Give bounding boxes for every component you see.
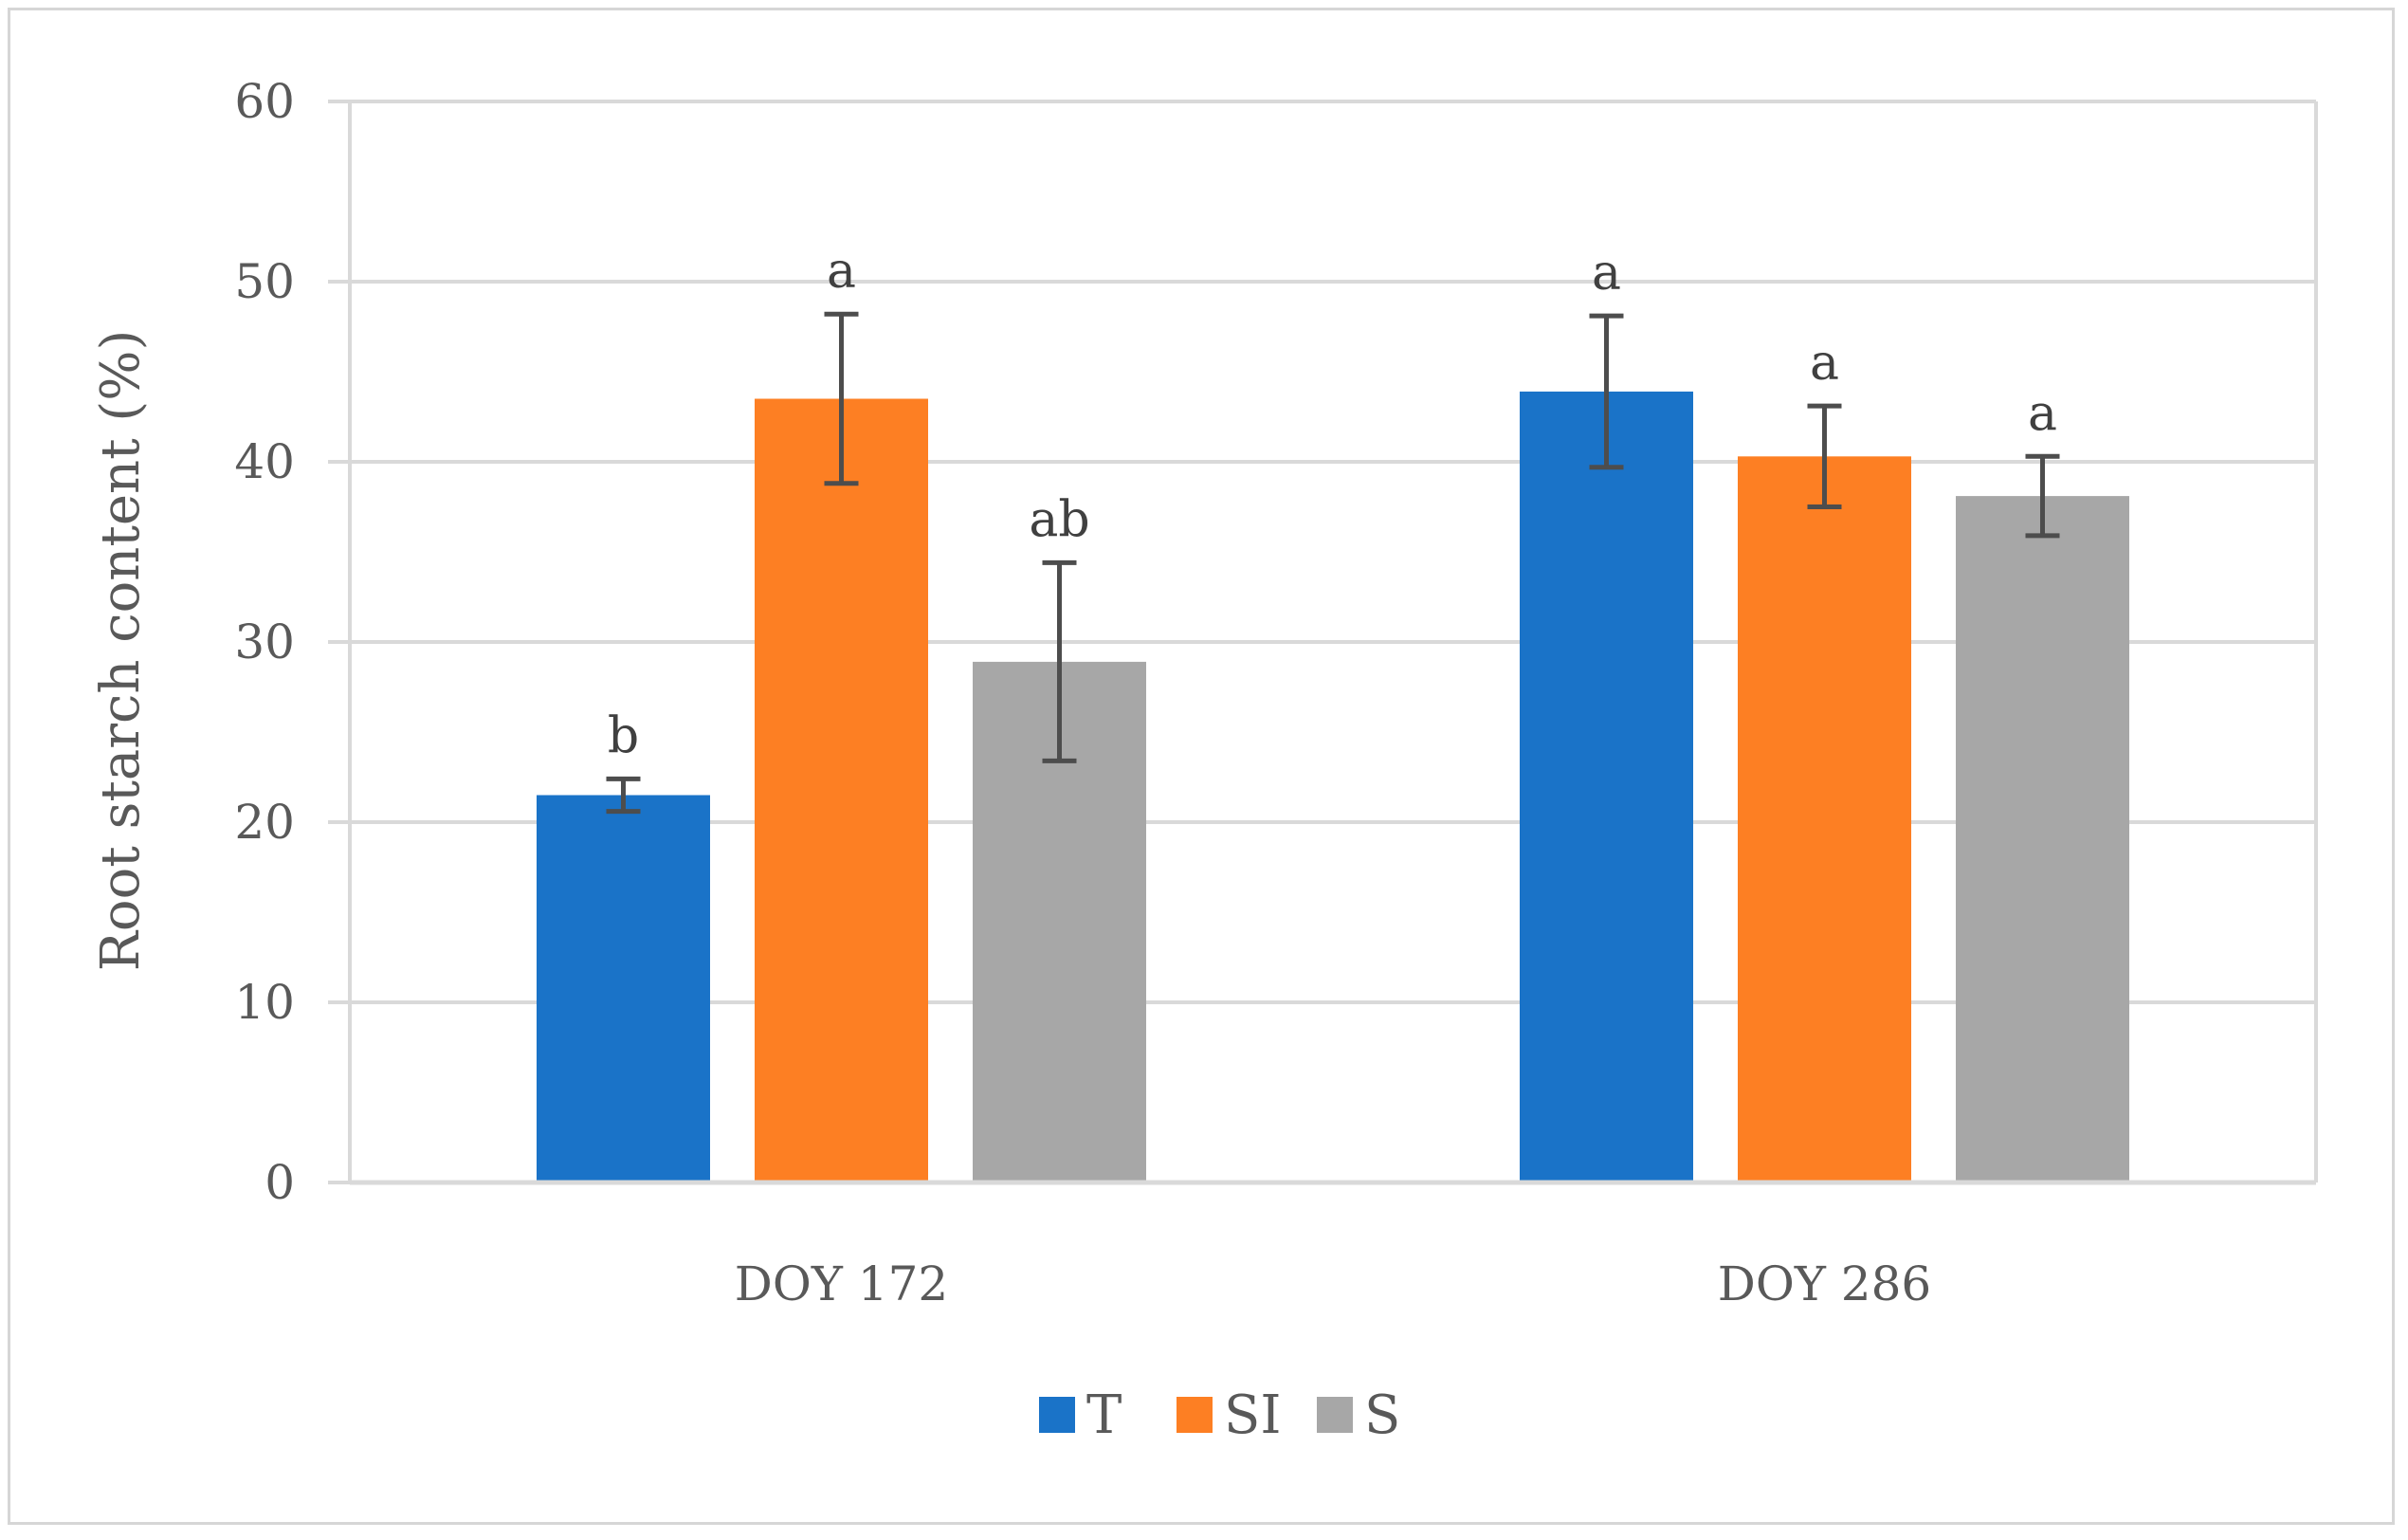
chart-frame: b a ab a a a 0 10 20 30 40 50 60 DOY 172 DOY 286 Root…	[8, 8, 2395, 1525]
y-tick-label: 50	[234, 254, 295, 309]
y-tick-label: 30	[234, 614, 295, 669]
legend-swatch-T	[1039, 1397, 1075, 1433]
bar-T-1	[1520, 391, 1693, 1182]
y-tick-label: 40	[234, 434, 295, 489]
legend-swatch-S	[1317, 1397, 1353, 1433]
bars	[537, 391, 2129, 1182]
y-tick-label: 0	[265, 1155, 295, 1210]
significance-label: a	[2028, 385, 2057, 442]
legend: T SI S	[1039, 1384, 1400, 1446]
y-tick-label: 20	[234, 795, 295, 850]
y-axis-title: Root starch content (%)	[90, 330, 152, 972]
bar-chart: b a ab a a a 0 10 20 30 40 50 60 DOY 172 DOY 286 Root…	[90, 74, 2318, 1446]
bar-SI-0	[755, 398, 928, 1182]
x-category-label: DOY 286	[1718, 1256, 1931, 1311]
y-tick-label: 60	[234, 74, 295, 129]
legend-swatch-SI	[1177, 1397, 1213, 1433]
x-category-label: DOY 172	[735, 1256, 948, 1311]
bar-T-0	[537, 795, 710, 1182]
bar-SI-1	[1738, 456, 1911, 1182]
significance-label: a	[827, 243, 856, 300]
significance-labels: b a ab a a a	[608, 243, 2057, 764]
significance-label: ab	[1029, 491, 1089, 548]
significance-label: a	[1810, 335, 1839, 392]
axes: 0 10 20 30 40 50 60 DOY 172 DOY 286	[234, 74, 2318, 1311]
significance-label: b	[608, 707, 639, 764]
y-tick-label: 10	[234, 975, 295, 1030]
legend-label-SI: SI	[1224, 1384, 1281, 1446]
significance-label: a	[1592, 245, 1621, 302]
bar-S-1	[1956, 496, 2129, 1182]
legend-label-T: T	[1086, 1384, 1122, 1446]
error-bars	[606, 311, 2060, 815]
legend-label-S: S	[1364, 1384, 1400, 1446]
